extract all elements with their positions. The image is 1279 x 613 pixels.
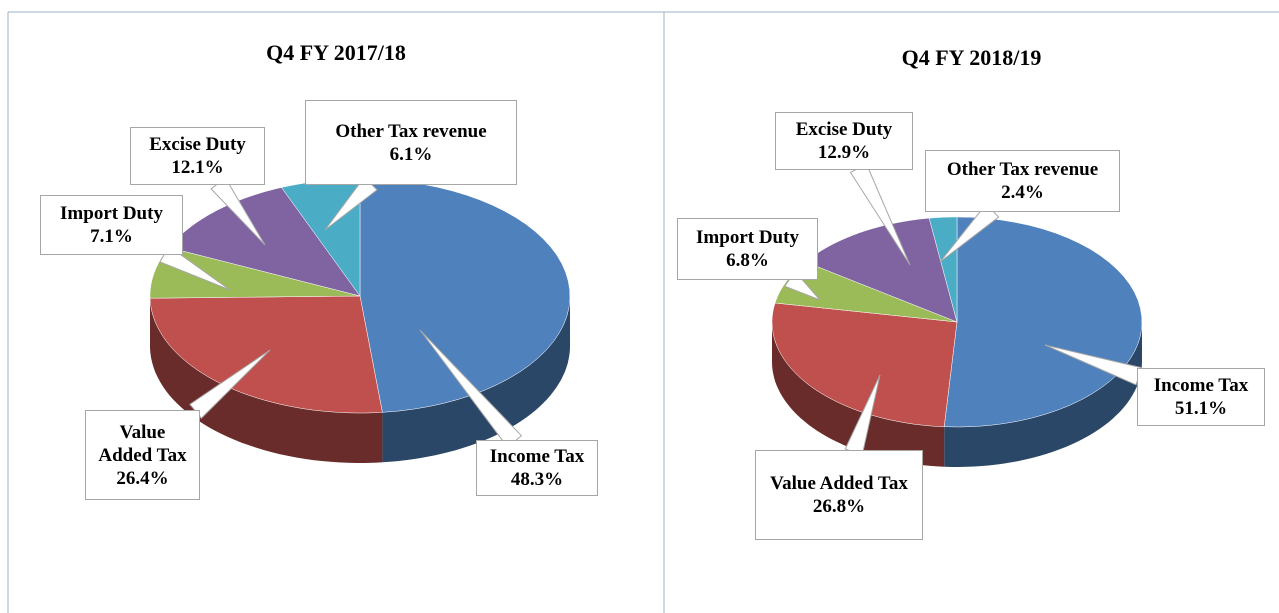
- callout-label: Import Duty 7.1%: [40, 195, 183, 255]
- callout-label: Value Added Tax 26.4%: [85, 410, 200, 500]
- category-label: Import Duty: [696, 227, 799, 248]
- category-label: Other Tax revenue: [335, 120, 487, 142]
- callout-label: Excise Duty 12.1%: [130, 127, 265, 185]
- category-label: Income Tax: [489, 446, 585, 467]
- value-label: 26.4%: [116, 467, 169, 489]
- callout-label: Other Tax revenue 6.1%: [305, 100, 517, 185]
- callout-label: Other Tax revenue 2.4%: [925, 150, 1120, 212]
- callout-label: Income Tax 51.1%: [1137, 368, 1265, 426]
- category-label: Import Duty: [60, 203, 163, 224]
- value-label: 51.1%: [1174, 398, 1228, 419]
- category-label: Excise Duty: [795, 119, 893, 140]
- callout-label: Excise Duty 12.9%: [775, 112, 913, 170]
- category-label: Excise Duty: [149, 134, 246, 155]
- pie-slice: [943, 216, 1143, 428]
- value-label: 6.1%: [389, 143, 433, 165]
- value-label: 26.8%: [812, 496, 866, 517]
- value-label: 7.1%: [90, 226, 133, 247]
- callout-label: Value Added Tax 26.8%: [755, 450, 923, 540]
- callout-label: Income Tax 48.3%: [476, 440, 598, 496]
- pie-slice: [928, 216, 958, 323]
- chart-title: Q4 FY 2017/18: [266, 40, 406, 65]
- value-label: 12.1%: [171, 157, 224, 178]
- pie-slice: [771, 302, 958, 427]
- pie-side: [150, 298, 383, 463]
- category-label: Value Added Tax: [770, 473, 908, 494]
- value-label: 12.9%: [817, 142, 871, 163]
- pie-slice: [804, 217, 958, 323]
- pie-side: [944, 322, 1142, 467]
- category-label: Income Tax: [1153, 375, 1249, 396]
- pie-side: [772, 322, 945, 467]
- value-label: 48.3%: [510, 469, 564, 490]
- category-label: Other Tax revenue: [946, 159, 1099, 180]
- value-label: 6.8%: [726, 250, 769, 271]
- chart-title: Q4 FY 2018/19: [901, 45, 1042, 70]
- category-label: Value Added Tax: [98, 421, 187, 466]
- pie-side: [382, 296, 570, 463]
- callout-label: Import Duty 6.8%: [677, 218, 818, 280]
- value-label: 2.4%: [1001, 182, 1044, 203]
